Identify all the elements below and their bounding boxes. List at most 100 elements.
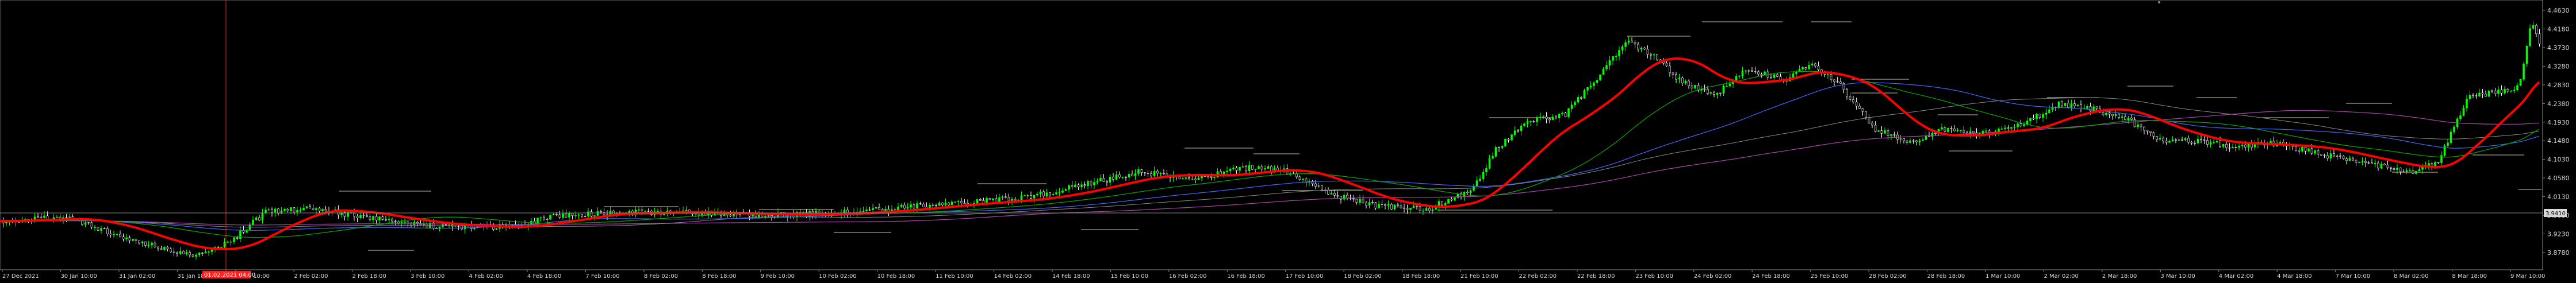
candle-body <box>1099 178 1102 181</box>
candle-body <box>843 210 846 213</box>
candle-body <box>1485 168 1488 173</box>
candle-body <box>2149 131 2152 133</box>
time-tick-label: 16 Feb 02:00 <box>1169 273 1207 280</box>
candle-body <box>163 247 166 250</box>
candle-body <box>2232 146 2234 148</box>
candle-body <box>2519 79 2522 86</box>
candle-body <box>1852 99 1854 103</box>
time-axis[interactable]: 27 Dec 2021 30 Jan 10:00 31 Jan 02:00 31 Ja… <box>2 270 2545 280</box>
candle-body <box>1264 168 1266 170</box>
candle-body <box>290 207 292 212</box>
candle-body <box>2523 63 2525 80</box>
candle-body <box>179 251 182 254</box>
candle-body <box>1773 74 1776 78</box>
candle-body <box>593 215 596 217</box>
candle-body <box>2367 162 2370 164</box>
candle-body <box>299 210 302 211</box>
moving-averages <box>0 57 2540 250</box>
time-tick-label: 2 Mar 18:00 <box>2102 273 2137 280</box>
candle-body <box>884 209 887 212</box>
time-tick-label: 10 Feb 02:00 <box>819 273 857 280</box>
candle-body <box>957 201 960 202</box>
candle-body <box>979 199 982 201</box>
candle-body <box>2241 145 2244 146</box>
time-tick-label: 8 Feb 02:00 <box>644 273 678 280</box>
candle-body <box>1956 130 1959 131</box>
candle-body <box>1270 166 1272 172</box>
candle-body <box>1909 140 1911 143</box>
candle-body <box>988 198 991 200</box>
candle-body <box>910 204 912 208</box>
candle-body <box>321 209 324 212</box>
time-tick-label: 7 Mar 10:00 <box>2336 273 2370 280</box>
candle-body <box>324 209 327 212</box>
candle-body <box>1558 114 1561 119</box>
current-price-label: 3.9410 <box>2546 211 2566 217</box>
candle-body <box>1716 92 1719 95</box>
time-tick-label: 23 Feb 10:00 <box>1635 273 1673 280</box>
price-axis[interactable]: 4.4630 4.4180 4.3730 4.3280 4.2830 4.2380 4.19… <box>2543 7 2570 257</box>
time-tick-label: 7 Feb 10:00 <box>585 273 619 280</box>
candle-body <box>404 222 406 223</box>
candle-body <box>2146 130 2149 132</box>
candle-body <box>1849 96 1851 100</box>
price-tick-label: 4.1930 <box>2547 119 2570 126</box>
candle-body <box>309 206 311 208</box>
candle-body <box>2213 142 2215 144</box>
candle-body <box>2371 162 2373 164</box>
candle-body <box>2219 141 2221 147</box>
candle-body <box>195 254 197 257</box>
candle-body <box>1061 190 1064 193</box>
candle-body <box>1245 166 1247 171</box>
candle-body <box>2105 113 2107 115</box>
candle-body <box>258 217 260 220</box>
candle-body <box>1858 106 1861 109</box>
candle-body <box>2178 139 2180 141</box>
candle-body <box>1020 195 1023 200</box>
candle-body <box>1178 176 1181 180</box>
candle-body <box>1365 203 1367 206</box>
candle-body <box>533 221 536 224</box>
candle-body <box>236 237 239 239</box>
candle-body <box>2453 126 2455 133</box>
candle-body <box>1634 42 1636 45</box>
candle-body <box>2118 114 2120 118</box>
candle-body <box>2215 141 2218 143</box>
candle-body <box>2447 142 2449 146</box>
time-tick-label: 3 Feb 10:00 <box>411 273 444 280</box>
candle-body <box>2035 114 2038 119</box>
candle-body <box>2209 142 2212 145</box>
candle-body <box>2225 144 2228 148</box>
candle-body <box>1817 65 1820 70</box>
candle-body <box>337 209 340 215</box>
candle-body <box>2487 90 2490 97</box>
candle-body <box>2073 103 2076 106</box>
candle-body <box>1507 138 1510 141</box>
candle-body <box>2409 170 2411 171</box>
candle-body <box>1419 206 1421 211</box>
candle-body <box>2067 103 2069 108</box>
time-tick-label: 4 Feb 02:00 <box>469 273 503 280</box>
candle-body <box>416 222 419 224</box>
shift-marker-icon[interactable] <box>2158 1 2160 3</box>
candle-body <box>906 207 909 209</box>
candle-body <box>1665 63 1668 67</box>
candle-body <box>1846 89 1848 96</box>
candle-body <box>2238 145 2240 148</box>
candle-body <box>312 208 315 210</box>
candle-body <box>992 198 994 200</box>
candle-body <box>1134 173 1137 176</box>
candle-body <box>2061 101 2063 106</box>
candle-body <box>1064 189 1067 191</box>
candle-body <box>1444 203 1447 206</box>
candle-body <box>1378 204 1380 208</box>
candle-body <box>2234 146 2237 148</box>
price-tick-label: 4.2830 <box>2547 82 2570 89</box>
candle-body <box>40 216 43 218</box>
time-tick-label: 2 Feb 02:00 <box>294 273 328 280</box>
candle-body <box>1226 170 1228 172</box>
candle-body <box>1532 121 1535 122</box>
candle-body <box>1026 195 1029 196</box>
